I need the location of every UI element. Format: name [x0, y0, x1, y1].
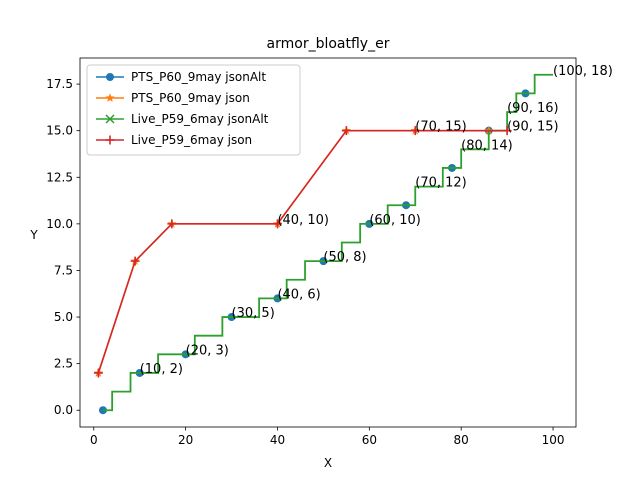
legend-label: PTS_P60_9may jsonAlt	[131, 70, 266, 84]
y-tick-label: 2.5	[54, 357, 73, 371]
legend-label: Live_P59_6may jsonAlt	[131, 112, 269, 126]
data-point	[130, 256, 140, 266]
y-tick-label: 10.0	[46, 217, 73, 231]
legend-entry: PTS_P60_9may jsonAlt	[96, 70, 266, 84]
axes: 0 20 40 60 80 100 0.0 2.5 5.0 7.5 10.0 12.5 15.0 17.5	[46, 57, 577, 447]
legend-swatch-marker	[105, 135, 115, 145]
data-point	[167, 219, 177, 229]
legend-swatch-marker	[106, 73, 114, 81]
point-annotation: (20, 3)	[186, 343, 229, 358]
series-4	[93, 126, 512, 378]
legend-entry: PTS_P60_9may json	[96, 91, 250, 105]
x-tick-label: 100	[542, 433, 565, 447]
legend-label: Live_P59_6may json	[131, 133, 252, 147]
legend-entry: Live_P59_6may jsonAlt	[96, 112, 269, 126]
data-point	[93, 368, 103, 378]
y-tick-label: 12.5	[46, 170, 73, 184]
point-annotation: (50, 8)	[323, 250, 366, 265]
point-annotation: (30, 5)	[232, 306, 275, 321]
series-line	[102, 73, 554, 412]
point-annotation: (90, 15)	[507, 120, 558, 135]
x-tick-label: 40	[270, 433, 285, 447]
y-tick-label: 5.0	[54, 310, 73, 324]
legend-swatch-marker	[105, 93, 115, 102]
legend-entry: Live_P59_6may json	[96, 133, 252, 147]
point-annotation: (40, 10)	[277, 213, 329, 228]
legend-swatch-marker	[105, 114, 115, 124]
y-axis-label: Y	[29, 228, 38, 242]
series-layer	[93, 73, 554, 415]
legend-label: PTS_P60_9may json	[131, 91, 250, 105]
annotation-layer: (10, 2)(20, 3) (30, 5)(40, 6) (50, 8) (60, …	[140, 64, 613, 377]
data-point	[502, 126, 512, 136]
y-tick-label: 7.5	[54, 263, 73, 277]
y-tick-label: 0.0	[54, 403, 73, 417]
point-annotation: (80, 14)	[461, 138, 513, 153]
series-3	[102, 73, 554, 412]
point-annotation: (70, 15)	[415, 120, 467, 135]
x-axis-label: X	[324, 456, 332, 470]
point-annotation: (70, 12)	[415, 176, 467, 191]
legend: PTS_P60_9may jsonAlt PTS_P60_9may json Liv…	[86, 64, 301, 156]
point-annotation: (90, 16)	[507, 101, 558, 116]
y-tick-label: 15.0	[46, 124, 73, 138]
axes-frame	[79, 57, 577, 428]
point-annotation: (100, 18)	[553, 64, 613, 79]
chart-title: armor_bloatfly_er	[267, 36, 390, 52]
data-point	[341, 126, 351, 136]
data-point	[272, 219, 282, 229]
point-annotation: (10, 2)	[140, 362, 183, 377]
x-tick-label: 60	[362, 433, 377, 447]
point-annotation: (40, 6)	[277, 287, 320, 302]
x-tick-label: 80	[454, 433, 469, 447]
data-point	[410, 126, 420, 136]
x-tick-label: 20	[178, 433, 193, 447]
x-tick-label: 0	[90, 433, 98, 447]
legend-box	[86, 64, 301, 156]
point-annotation: (60, 10)	[369, 213, 421, 228]
y-tick-label: 17.5	[46, 77, 73, 91]
